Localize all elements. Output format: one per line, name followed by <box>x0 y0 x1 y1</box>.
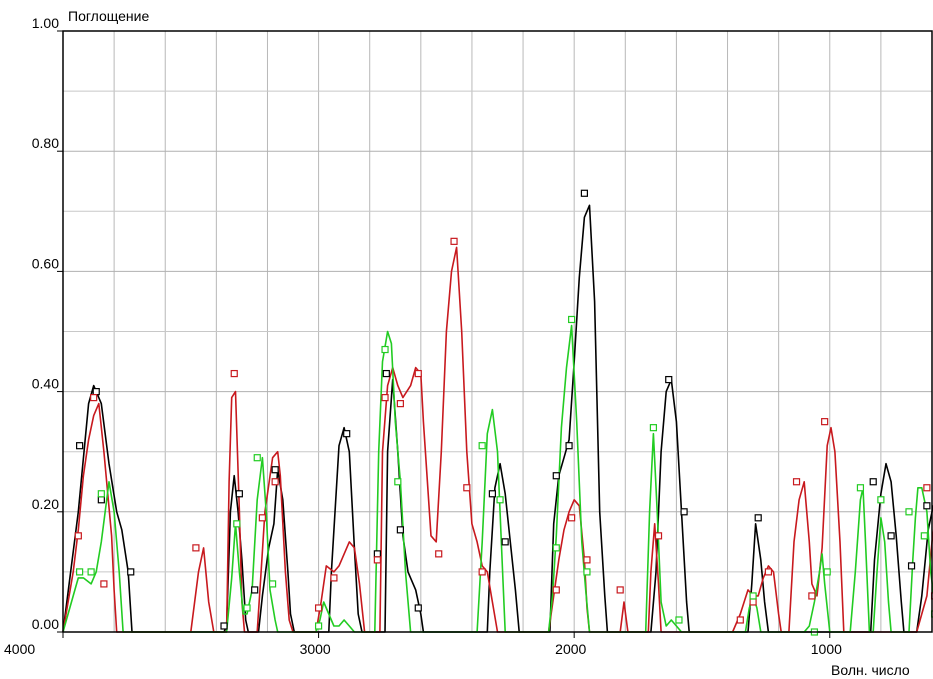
data-point-marker <box>565 442 573 450</box>
data-point-marker <box>314 604 323 612</box>
data-point-marker <box>243 604 251 612</box>
data-point-marker <box>87 568 95 576</box>
data-point-marker <box>251 586 259 594</box>
y-tick-label: 1.00 <box>32 15 59 31</box>
data-point-marker <box>235 490 243 498</box>
data-point-marker <box>580 189 589 197</box>
data-point-marker <box>821 418 829 426</box>
data-point-marker <box>396 400 404 408</box>
data-point-marker <box>552 544 560 552</box>
data-point-marker <box>920 532 928 540</box>
data-point-marker <box>568 514 576 522</box>
x-tick-label: 2000 <box>555 641 586 657</box>
data-point-marker <box>97 490 105 498</box>
data-point-marker <box>496 496 504 504</box>
data-point-marker <box>330 574 338 582</box>
data-point-marker <box>414 604 422 612</box>
y-tick-label: 0.20 <box>32 496 59 512</box>
data-point-marker <box>271 478 279 486</box>
data-point-marker <box>394 478 402 486</box>
data-point-marker <box>314 622 323 630</box>
axes: 0.00 0.20 0.40 0.60 0.80 1.00 4000 3000 2000 1000 <box>4 15 933 657</box>
data-point-marker <box>552 472 560 480</box>
x-axis-title: Волн. число <box>831 662 910 678</box>
data-point-marker <box>381 394 389 402</box>
x-tick-label: 4000 <box>4 641 35 657</box>
data-point-marker <box>230 369 238 378</box>
data-point-marker <box>736 616 744 624</box>
data-point-marker <box>373 556 381 564</box>
data-point-marker <box>220 622 228 630</box>
series-markers <box>74 189 933 636</box>
data-point-marker <box>680 508 688 516</box>
data-point-marker <box>808 592 816 600</box>
data-point-marker <box>583 568 591 576</box>
data-point-marker <box>258 514 266 522</box>
data-point-marker <box>478 442 486 450</box>
data-point-marker <box>501 538 509 546</box>
data-point-marker <box>823 568 831 576</box>
data-point-marker <box>568 315 576 324</box>
data-point-marker <box>887 532 895 540</box>
y-tick-label: 0.80 <box>32 135 59 151</box>
data-point-marker <box>396 526 404 534</box>
data-point-marker <box>905 508 913 516</box>
data-point-marker <box>869 478 877 486</box>
x-tick-label: 3000 <box>300 641 331 657</box>
grid <box>63 30 933 632</box>
data-point-marker <box>463 484 471 492</box>
plot-frame <box>62 30 933 633</box>
series-line-2 <box>62 246 933 633</box>
data-point-marker <box>343 430 351 438</box>
data-point-marker <box>76 568 84 576</box>
y-tick-label: 0.40 <box>32 376 59 392</box>
series-line-3 <box>62 324 933 633</box>
data-point-marker <box>233 520 241 528</box>
data-point-marker <box>253 454 261 462</box>
series-line-1 <box>62 204 933 633</box>
data-point-marker <box>877 496 885 504</box>
x-tick-label: 1000 <box>811 641 842 657</box>
data-point-marker <box>856 484 865 492</box>
series-lines <box>62 204 933 633</box>
data-point-marker <box>435 550 443 558</box>
data-point-marker <box>192 544 200 552</box>
data-point-marker <box>654 532 663 540</box>
data-point-marker <box>488 490 496 498</box>
data-point-marker <box>764 568 773 576</box>
data-point-marker <box>749 598 757 606</box>
y-tick-label: 0.00 <box>32 616 59 632</box>
data-point-marker <box>381 345 389 354</box>
data-point-marker <box>792 478 801 486</box>
data-point-marker <box>127 568 135 576</box>
data-point-marker <box>373 550 381 558</box>
data-point-marker <box>271 466 279 474</box>
data-point-marker <box>923 484 931 492</box>
data-point-marker <box>649 424 658 432</box>
y-tick-label: 0.60 <box>32 255 59 271</box>
data-point-marker <box>907 562 916 570</box>
data-point-marker <box>100 580 108 588</box>
data-point-marker <box>616 586 624 594</box>
data-point-marker <box>665 375 673 384</box>
data-point-marker <box>583 556 591 564</box>
data-point-marker <box>97 496 105 504</box>
data-point-marker <box>478 568 486 576</box>
data-point-marker <box>552 586 560 594</box>
data-point-marker <box>74 532 82 540</box>
data-point-marker <box>923 502 931 510</box>
data-point-marker <box>414 369 422 378</box>
data-point-marker <box>749 592 757 600</box>
data-point-marker <box>90 394 98 402</box>
data-point-marker <box>382 369 390 378</box>
data-point-marker <box>754 514 762 522</box>
data-point-marker <box>450 237 458 245</box>
data-point-marker <box>76 442 84 450</box>
data-point-marker <box>92 388 100 396</box>
data-point-marker <box>268 580 277 588</box>
y-axis-title: Поглощение <box>68 8 149 24</box>
data-point-marker <box>675 616 683 624</box>
